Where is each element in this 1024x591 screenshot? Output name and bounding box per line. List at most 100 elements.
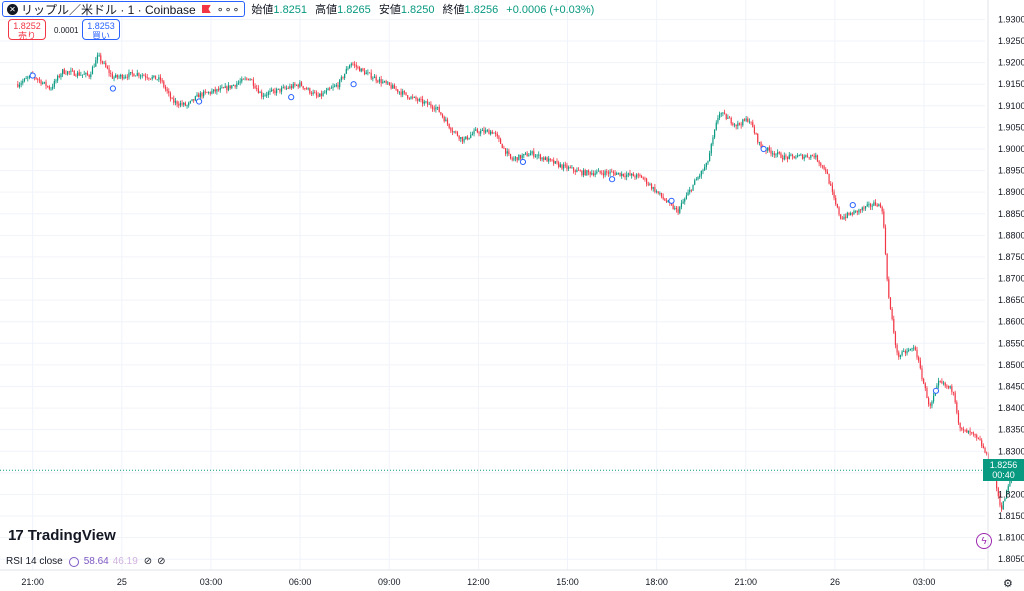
more-options-icon[interactable]: ∘∘∘ — [216, 3, 241, 16]
candle — [929, 402, 931, 409]
candle — [523, 153, 525, 159]
candle — [20, 80, 22, 88]
candle — [337, 82, 339, 90]
candle — [941, 378, 943, 385]
candle — [357, 65, 359, 70]
candle — [657, 191, 659, 195]
candle — [843, 213, 845, 220]
y-tick-label: 1.8050 — [998, 554, 1024, 564]
candle — [360, 68, 362, 73]
candle — [981, 438, 983, 449]
candle — [861, 206, 863, 213]
rsi-indicator-legend[interactable]: RSI 14 close 58.64 46.19 ⊘ ⊘ — [6, 556, 171, 567]
indicator-source-icon[interactable] — [68, 556, 79, 567]
candle — [511, 156, 513, 162]
candle — [299, 80, 301, 89]
y-tick-label: 1.9050 — [998, 122, 1024, 132]
buy-button[interactable]: 1.8253 買い — [82, 19, 120, 41]
candle — [465, 136, 467, 140]
candle — [123, 74, 125, 80]
candle — [290, 83, 293, 90]
candle — [252, 77, 255, 89]
candle — [490, 129, 492, 136]
candle — [168, 88, 170, 97]
candle — [415, 95, 417, 102]
candle — [319, 93, 321, 97]
y-tick-label: 1.9250 — [998, 36, 1024, 46]
candle — [553, 157, 555, 166]
symbol-selector[interactable]: ✕ リップル／米ドル · 1 · Coinbase ∘∘∘ — [2, 1, 246, 17]
candle — [42, 81, 44, 85]
candle — [358, 66, 361, 72]
candle — [395, 85, 397, 91]
candle — [737, 120, 739, 130]
candle — [154, 75, 157, 80]
tradingview-logo[interactable]: 17 TradingView — [8, 527, 116, 544]
flag-icon[interactable] — [201, 5, 211, 13]
candle — [705, 162, 707, 170]
candle — [420, 96, 422, 103]
candle — [392, 83, 394, 89]
candle — [514, 156, 517, 162]
candle — [422, 95, 424, 107]
candle — [1001, 502, 1003, 512]
candle — [845, 213, 847, 221]
candle — [106, 65, 109, 70]
candle — [518, 154, 520, 161]
lightning-icon[interactable]: ϟ — [976, 533, 992, 549]
y-tick-label: 1.8200 — [998, 489, 1024, 499]
spread-value: 0.0001 — [54, 26, 79, 35]
candle — [554, 161, 556, 164]
candle — [310, 91, 313, 97]
candle — [262, 92, 264, 100]
candle — [271, 87, 273, 93]
candle — [654, 183, 656, 194]
candle — [647, 181, 649, 187]
candle — [767, 147, 769, 153]
y-tick-label: 1.8900 — [998, 187, 1024, 197]
candle — [189, 100, 191, 104]
candle — [576, 167, 578, 173]
candle — [88, 74, 90, 79]
y-tick-label: 1.8500 — [998, 360, 1024, 370]
event-marker — [195, 98, 203, 105]
candle — [451, 127, 454, 135]
price-axis[interactable]: 1.9300 1.9250 1.9200 1.9150 1.9100 1.9050 1.90… — [987, 0, 1024, 570]
candle — [780, 151, 782, 159]
candle — [805, 154, 807, 158]
candle — [463, 136, 465, 144]
candle — [697, 176, 699, 181]
candle — [699, 173, 701, 179]
sell-button[interactable]: 1.8252 売り — [8, 19, 46, 41]
candle — [878, 203, 880, 207]
candle — [874, 199, 877, 207]
hide-icon[interactable]: ⊘ — [143, 556, 153, 567]
time-axis[interactable]: 21:00 25 03:00 06:00 09:00 12:00 15:00 18:00 21:… — [0, 569, 1024, 587]
candle — [831, 182, 833, 196]
candle — [380, 75, 382, 87]
candle — [868, 201, 870, 208]
candle — [903, 348, 905, 353]
candle — [788, 151, 790, 160]
y-tick-label: 1.9200 — [998, 58, 1024, 68]
candle — [791, 153, 794, 160]
candle — [428, 101, 430, 105]
candle — [141, 73, 143, 79]
hide-icon-2[interactable]: ⊘ — [157, 556, 166, 567]
candle — [232, 84, 235, 86]
candle — [826, 169, 829, 175]
candle — [95, 56, 97, 67]
candle — [548, 155, 550, 164]
candle — [368, 72, 371, 74]
candle — [105, 60, 107, 68]
candle — [679, 206, 681, 215]
candle — [287, 86, 289, 90]
candle — [740, 121, 742, 129]
candle — [808, 157, 810, 160]
candle — [115, 73, 117, 79]
candle — [159, 74, 162, 84]
candle — [324, 90, 326, 94]
candle — [100, 52, 102, 65]
gear-icon[interactable]: ⚙ — [1003, 578, 1013, 590]
